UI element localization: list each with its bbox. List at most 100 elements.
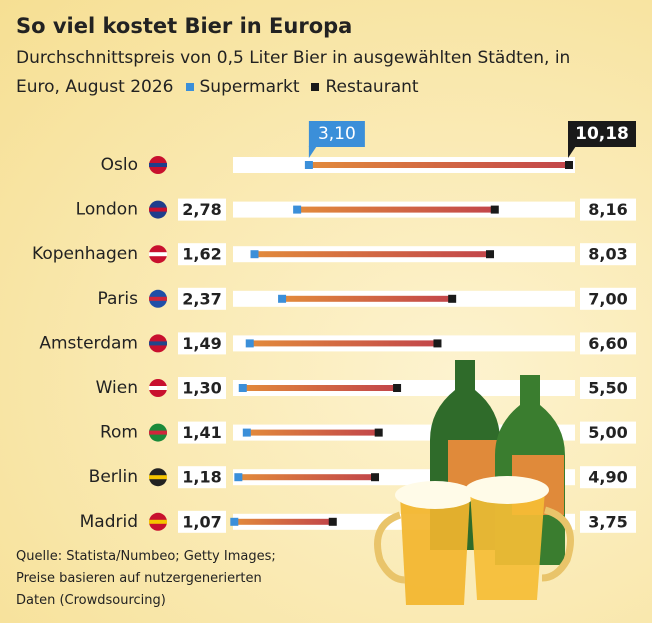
category-label: Amsterdam (39, 333, 138, 353)
marker-supermarkt (245, 339, 254, 348)
track (233, 380, 575, 396)
label-box (178, 421, 226, 444)
value-label: 1,41 (182, 423, 221, 442)
source-line: Daten (Crowdsourcing) (16, 593, 166, 608)
legend-label: Supermarkt (199, 77, 300, 97)
value-label: 3,10 (318, 124, 356, 144)
label-box (178, 287, 226, 310)
flag-stripe (149, 252, 167, 257)
value-label: 1,30 (182, 379, 221, 398)
marker-restaurant (328, 517, 337, 526)
marker-restaurant (448, 294, 457, 303)
connector (242, 385, 398, 391)
subtitle: Durchschnittspreis von 0,5 Liter Bier in… (16, 48, 571, 97)
flag-stripe (149, 430, 167, 435)
marker-supermarkt (293, 205, 302, 214)
connector (254, 251, 491, 258)
label-box (580, 510, 636, 533)
label-box (580, 198, 636, 221)
marker-restaurant (393, 384, 402, 392)
value-label: 8,03 (588, 245, 627, 264)
value-label: 4,90 (588, 468, 627, 487)
marker-restaurant (371, 473, 380, 482)
subtitle-block: Durchschnittspreis von 0,5 Liter Bier in… (16, 44, 616, 102)
flag-stripe (149, 207, 167, 212)
flag-stripe (149, 163, 167, 167)
category-label: Kopenhagen (32, 244, 138, 264)
label-box (178, 510, 226, 533)
legend-label: Restaurant (325, 77, 419, 97)
value-label: 2,37 (182, 289, 221, 308)
value-label: 2,78 (182, 200, 221, 219)
marker-restaurant (490, 205, 499, 214)
marker-restaurant (374, 428, 383, 437)
legend-item: Restaurant (311, 77, 419, 97)
value-label: 5,00 (588, 423, 627, 442)
category-label: Madrid (80, 512, 138, 532)
callout (568, 121, 636, 147)
label-box (178, 332, 226, 355)
flag-stripe (149, 296, 167, 301)
callout-pointer (308, 146, 317, 158)
callout-pointer (568, 146, 576, 158)
value-label: 5,50 (588, 379, 627, 398)
marker-supermarkt (230, 517, 239, 526)
label-box (178, 466, 226, 489)
label-box (580, 332, 636, 355)
source-line: Preise basieren auf nutzergenerierten (16, 571, 262, 586)
category-label: Paris (98, 289, 139, 309)
category-label: Oslo (101, 155, 138, 175)
label-box (580, 377, 636, 399)
label-box (178, 198, 226, 221)
marker-supermarkt (242, 428, 251, 437)
value-label: 6,60 (588, 334, 627, 353)
flag-stripe (149, 341, 167, 346)
marker-restaurant (565, 161, 573, 169)
marker-supermarkt (250, 250, 259, 259)
legend-swatch (185, 83, 194, 91)
label-box (580, 466, 636, 489)
flag-stripe (149, 386, 167, 390)
marker-supermarkt (234, 473, 243, 482)
category-label: Rom (100, 423, 138, 443)
marker-restaurant (486, 250, 495, 259)
label-box (580, 243, 636, 266)
value-label: 8,16 (588, 200, 627, 219)
source-line: Quelle: Statista/Numbeo; Getty Images; (16, 549, 276, 564)
callout (308, 121, 365, 147)
label-box (178, 243, 226, 266)
marker-supermarkt (238, 384, 247, 392)
marker-supermarkt (278, 294, 287, 303)
connector (238, 474, 376, 481)
legend-item: Supermarkt (185, 77, 300, 97)
value-label: 10,18 (575, 124, 629, 144)
value-label: 1,62 (182, 245, 221, 264)
connector (249, 340, 438, 347)
legend-swatch (311, 83, 320, 91)
value-label: 7,00 (588, 289, 627, 308)
header: So viel kostet Bier in Europa Durchschni… (16, 14, 646, 102)
value-label: 3,75 (588, 512, 627, 531)
connector (234, 518, 333, 525)
label-box (580, 421, 636, 444)
label-box (178, 377, 226, 399)
connector (282, 295, 453, 302)
marker-supermarkt (304, 161, 313, 169)
category-label: Wien (96, 378, 138, 398)
value-label: 1,07 (182, 512, 221, 531)
connector (246, 429, 379, 436)
flag-stripe (149, 519, 167, 524)
connector (308, 162, 569, 168)
beer-illustration (374, 360, 574, 605)
flag-stripe (149, 475, 167, 480)
source: Quelle: Statista/Numbeo; Getty Images; P… (16, 546, 276, 612)
value-label: 1,49 (182, 334, 221, 353)
marker-restaurant (433, 339, 442, 348)
chart-title: So viel kostet Bier in Europa (16, 14, 353, 38)
label-box (580, 287, 636, 310)
category-label: Berlin (89, 467, 138, 487)
category-label: London (76, 200, 138, 220)
connector (297, 206, 495, 213)
